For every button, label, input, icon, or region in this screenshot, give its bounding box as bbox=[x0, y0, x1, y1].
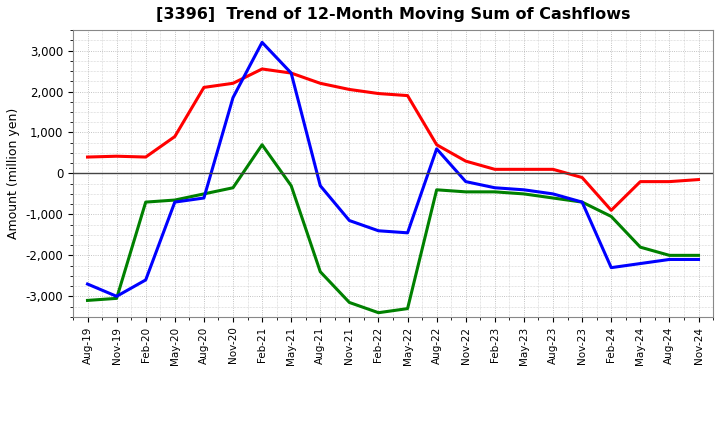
Free Cashflow bbox=[462, 179, 470, 184]
Investing Cashflow bbox=[374, 310, 383, 315]
Investing Cashflow bbox=[520, 191, 528, 197]
Investing Cashflow bbox=[112, 296, 121, 301]
Free Cashflow bbox=[229, 95, 238, 100]
Operating Cashflow bbox=[490, 167, 499, 172]
Investing Cashflow bbox=[258, 142, 266, 147]
Title: [3396]  Trend of 12-Month Moving Sum of Cashflows: [3396] Trend of 12-Month Moving Sum of C… bbox=[156, 7, 630, 22]
Operating Cashflow bbox=[199, 85, 208, 90]
Investing Cashflow bbox=[578, 199, 587, 205]
Operating Cashflow bbox=[462, 158, 470, 164]
Operating Cashflow bbox=[345, 87, 354, 92]
Operating Cashflow bbox=[694, 177, 703, 182]
Investing Cashflow bbox=[287, 183, 295, 188]
Free Cashflow bbox=[112, 293, 121, 299]
Free Cashflow bbox=[520, 187, 528, 192]
Investing Cashflow bbox=[316, 269, 325, 275]
Investing Cashflow bbox=[199, 191, 208, 197]
Operating Cashflow bbox=[549, 167, 557, 172]
Investing Cashflow bbox=[432, 187, 441, 192]
Investing Cashflow bbox=[549, 195, 557, 201]
Operating Cashflow bbox=[520, 167, 528, 172]
Free Cashflow bbox=[490, 185, 499, 191]
Investing Cashflow bbox=[490, 189, 499, 194]
Operating Cashflow bbox=[636, 179, 644, 184]
Investing Cashflow bbox=[84, 298, 92, 303]
Free Cashflow bbox=[403, 230, 412, 235]
Investing Cashflow bbox=[229, 185, 238, 191]
Free Cashflow bbox=[199, 195, 208, 201]
Free Cashflow bbox=[549, 191, 557, 197]
Investing Cashflow bbox=[694, 253, 703, 258]
Investing Cashflow bbox=[171, 198, 179, 203]
Operating Cashflow bbox=[287, 70, 295, 76]
Free Cashflow bbox=[316, 183, 325, 188]
Free Cashflow bbox=[694, 257, 703, 262]
Free Cashflow bbox=[578, 199, 587, 205]
Operating Cashflow bbox=[578, 175, 587, 180]
Operating Cashflow bbox=[316, 81, 325, 86]
Investing Cashflow bbox=[141, 199, 150, 205]
Free Cashflow bbox=[84, 282, 92, 287]
Investing Cashflow bbox=[345, 300, 354, 305]
Free Cashflow bbox=[432, 146, 441, 151]
Investing Cashflow bbox=[462, 189, 470, 194]
Operating Cashflow bbox=[374, 91, 383, 96]
Operating Cashflow bbox=[171, 134, 179, 139]
Investing Cashflow bbox=[403, 306, 412, 311]
Free Cashflow bbox=[607, 265, 616, 270]
Operating Cashflow bbox=[141, 154, 150, 160]
Investing Cashflow bbox=[636, 245, 644, 250]
Line: Operating Cashflow: Operating Cashflow bbox=[88, 69, 698, 210]
Free Cashflow bbox=[636, 261, 644, 266]
Free Cashflow bbox=[171, 199, 179, 205]
Operating Cashflow bbox=[258, 66, 266, 72]
Line: Free Cashflow: Free Cashflow bbox=[88, 42, 698, 296]
Free Cashflow bbox=[287, 70, 295, 76]
Free Cashflow bbox=[374, 228, 383, 233]
Investing Cashflow bbox=[607, 214, 616, 219]
Operating Cashflow bbox=[607, 208, 616, 213]
Operating Cashflow bbox=[665, 179, 674, 184]
Line: Investing Cashflow: Investing Cashflow bbox=[88, 145, 698, 313]
Free Cashflow bbox=[258, 40, 266, 45]
Free Cashflow bbox=[345, 218, 354, 223]
Free Cashflow bbox=[665, 257, 674, 262]
Operating Cashflow bbox=[112, 154, 121, 159]
Free Cashflow bbox=[141, 277, 150, 282]
Operating Cashflow bbox=[229, 81, 238, 86]
Operating Cashflow bbox=[84, 154, 92, 160]
Operating Cashflow bbox=[432, 142, 441, 147]
Investing Cashflow bbox=[665, 253, 674, 258]
Operating Cashflow bbox=[403, 93, 412, 98]
Y-axis label: Amount (million yen): Amount (million yen) bbox=[7, 108, 20, 239]
